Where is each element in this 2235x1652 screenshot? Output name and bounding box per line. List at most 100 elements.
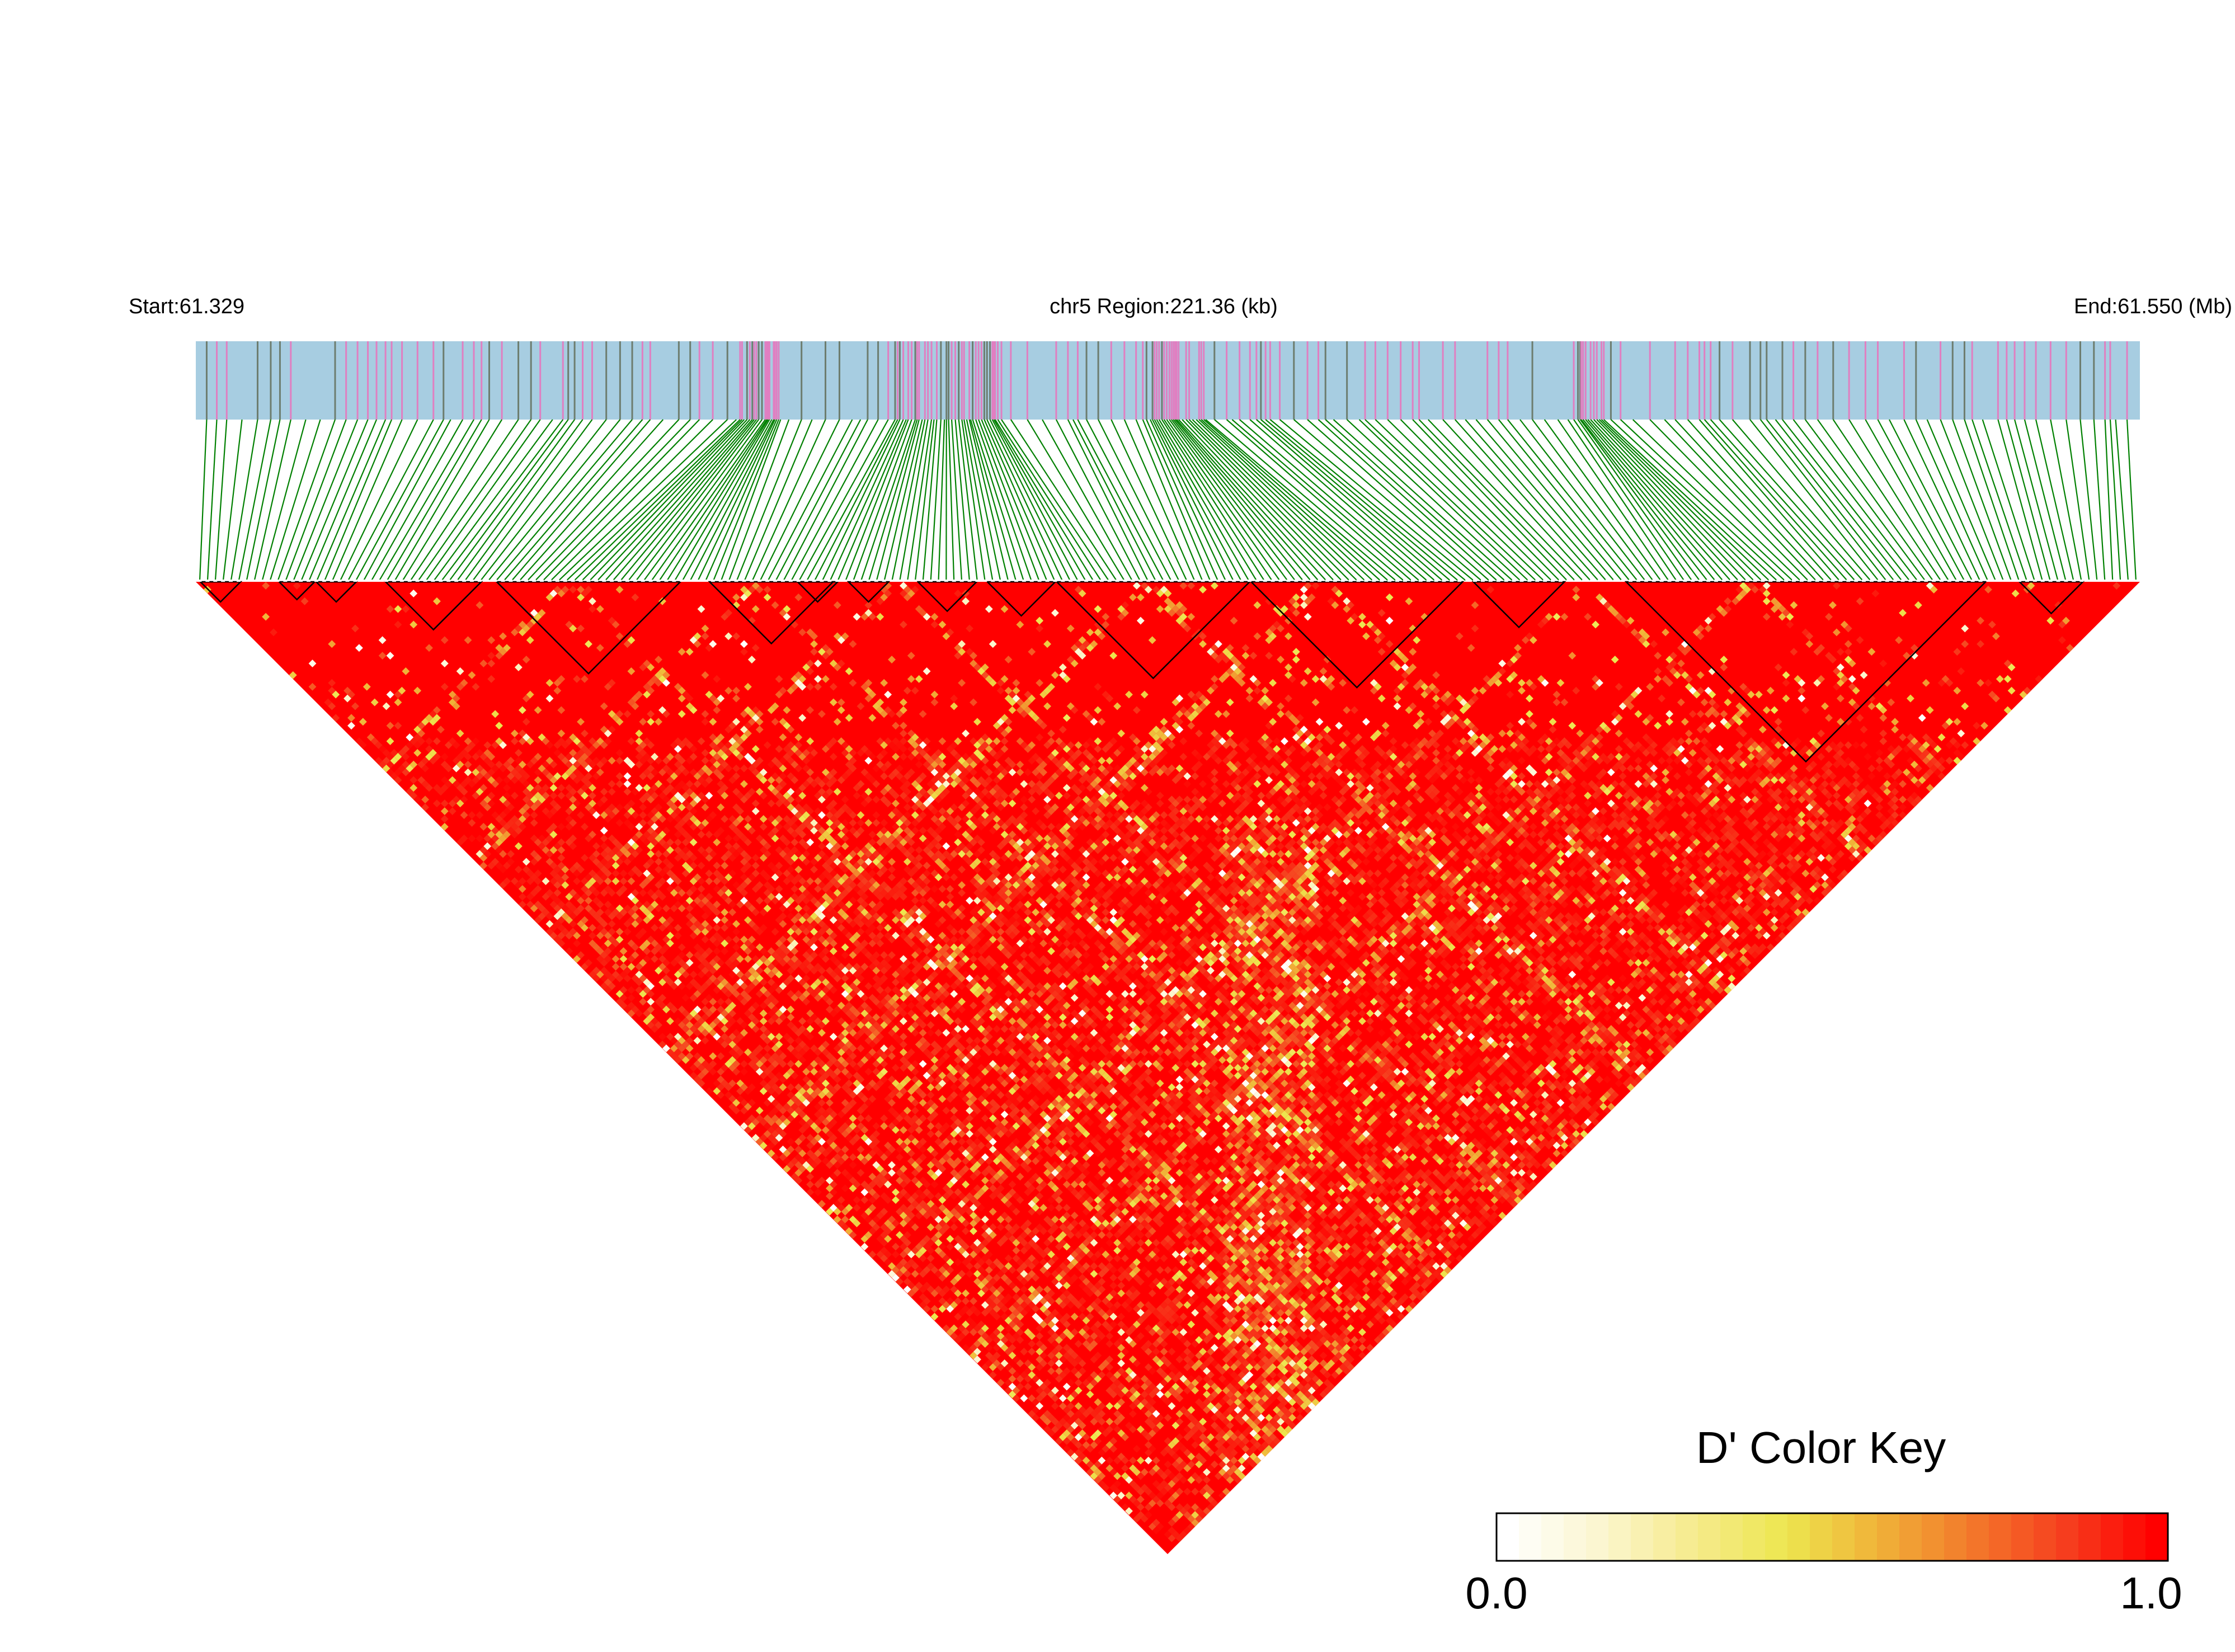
ld-cell xyxy=(635,963,643,971)
ld-cell xyxy=(1175,1488,1184,1496)
ld-cell xyxy=(853,1196,861,1204)
ld-cell xyxy=(876,1211,884,1220)
snp-connector-line xyxy=(2115,419,2129,582)
ld-cell xyxy=(444,764,453,773)
ld-cell xyxy=(787,1161,795,1169)
ld-cell xyxy=(553,881,562,889)
snp-connector-line xyxy=(2050,419,2082,582)
snp-connector-line xyxy=(1123,419,1196,582)
ld-cell xyxy=(884,1235,892,1243)
ld-cell xyxy=(1012,1332,1020,1340)
ld-cell xyxy=(635,1009,643,1018)
snp-connector-line xyxy=(1256,419,1444,582)
ld-cell xyxy=(1187,1522,1196,1531)
ld-cell xyxy=(627,963,636,971)
snp-connector-line xyxy=(1174,419,1312,582)
ld-cell xyxy=(1016,1328,1024,1336)
ld-cell xyxy=(503,830,511,839)
snp-connector-line xyxy=(728,419,790,582)
snp-connector-line xyxy=(961,419,986,582)
ld-cell xyxy=(359,718,367,726)
ld-cell xyxy=(647,997,655,1006)
snp-connector-line xyxy=(1375,419,1546,582)
ld-cell xyxy=(1105,1456,1114,1465)
ld-cell xyxy=(534,869,542,878)
ld-cell xyxy=(962,1328,970,1336)
ld-cell xyxy=(1094,1429,1102,1437)
ld-cell xyxy=(860,1235,869,1243)
snp-connector-line xyxy=(557,419,728,582)
ld-cell xyxy=(417,760,426,769)
ld-cell xyxy=(344,686,351,695)
ld-cell xyxy=(1070,1452,1079,1461)
ld-cell xyxy=(557,877,566,886)
ld-cell xyxy=(262,613,270,621)
snp-connector-line xyxy=(1176,419,1320,582)
ld-cell xyxy=(378,760,387,769)
ld-cell xyxy=(557,916,566,924)
ld-cell xyxy=(884,1258,892,1267)
ld-cell xyxy=(1032,1414,1040,1422)
ld-cell xyxy=(448,807,457,815)
ld-cell xyxy=(1043,1418,1051,1426)
snp-connector-line xyxy=(697,419,776,582)
ld-cell xyxy=(1047,1390,1055,1399)
snp-connector-line xyxy=(533,419,691,582)
ld-cell xyxy=(464,768,472,776)
snp-connector-line xyxy=(1687,419,1833,582)
snp-connector-line xyxy=(323,419,393,582)
ld-cell xyxy=(1047,1359,1055,1367)
snp-connector-line xyxy=(276,419,336,582)
ld-cell xyxy=(717,1091,725,1099)
ld-cell xyxy=(892,1250,900,1259)
ld-cell xyxy=(685,1052,694,1060)
snp-connector-line xyxy=(316,419,387,582)
snp-connector-line xyxy=(1442,419,1592,582)
ld-cell xyxy=(460,788,468,796)
ld-cell xyxy=(1140,1468,1149,1476)
ld-cell xyxy=(810,1137,818,1146)
snp-connector-line xyxy=(1964,419,2020,582)
ld-cell xyxy=(736,1095,744,1103)
ld-cell xyxy=(962,1297,970,1305)
ld-cell xyxy=(915,1266,923,1274)
ld-cell xyxy=(701,1029,709,1037)
ld-cell xyxy=(1039,1390,1048,1399)
ld-cell xyxy=(825,1137,834,1146)
ld-cell xyxy=(553,912,562,920)
ld-cell xyxy=(573,893,581,901)
ld-cell xyxy=(1109,1484,1118,1492)
ld-cell xyxy=(950,1278,958,1286)
ld-cell xyxy=(1039,1414,1048,1422)
ld-cell xyxy=(479,846,488,854)
ld-cell xyxy=(1090,1441,1098,1449)
ld-cell xyxy=(1039,1382,1048,1391)
ld-cell xyxy=(421,780,429,788)
ld-cell xyxy=(880,1254,888,1263)
ld-cell xyxy=(973,1309,981,1317)
ld-cell xyxy=(977,1336,985,1344)
snp-connector-line xyxy=(1042,419,1133,582)
ld-cell xyxy=(1195,1507,1203,1515)
ld-cell xyxy=(561,873,570,882)
ld-cell xyxy=(1117,1429,1126,1437)
ld-cell xyxy=(751,1133,760,1142)
snp-connector-line xyxy=(1158,419,1258,582)
ld-cell xyxy=(1098,1425,1106,1434)
ld-cell xyxy=(410,776,418,784)
ld-cell xyxy=(635,971,643,978)
ld-cell xyxy=(1066,1410,1075,1418)
ld-cell xyxy=(1051,1371,1059,1379)
ld-cell xyxy=(421,756,429,765)
ld-cell xyxy=(1140,1515,1149,1523)
ld-cell xyxy=(1098,1472,1106,1480)
ld-cell xyxy=(429,756,437,765)
ld-cell xyxy=(1152,1526,1160,1535)
ld-cell xyxy=(518,893,526,901)
ld-cell xyxy=(1117,1491,1126,1500)
snp-connector-line xyxy=(673,419,770,582)
snp-connector-line xyxy=(836,419,907,582)
ld-cell xyxy=(903,1215,911,1223)
snp-connector-line xyxy=(1593,419,1748,582)
